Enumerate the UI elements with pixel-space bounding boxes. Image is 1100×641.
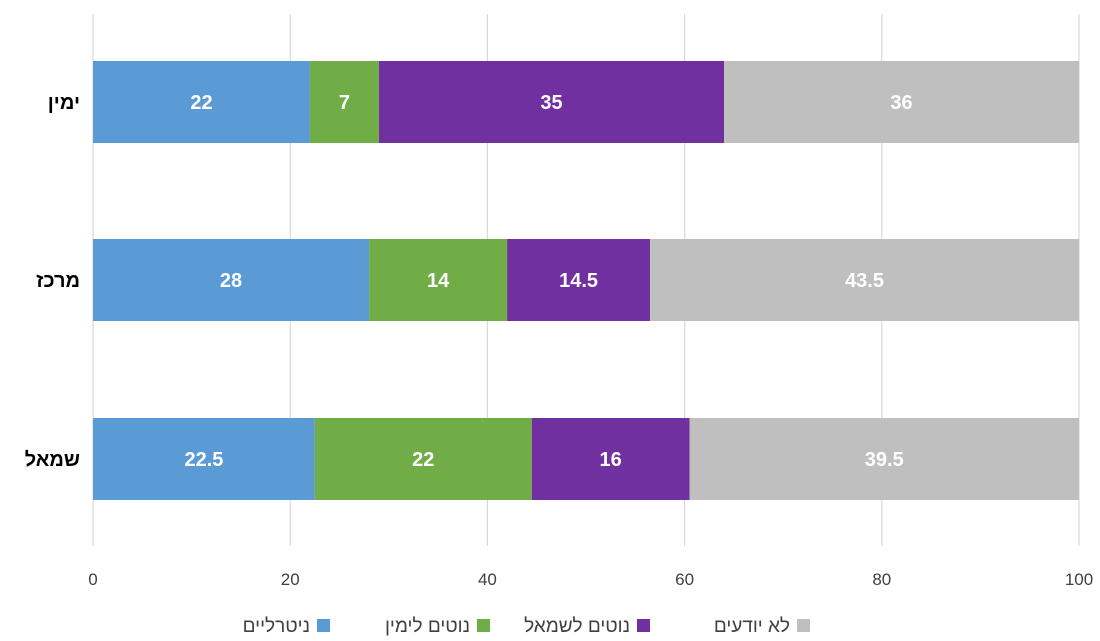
bar-segment xyxy=(93,239,370,321)
bar-segment xyxy=(378,61,725,143)
data-label: 39.5 xyxy=(865,449,904,471)
bar-segment xyxy=(309,61,379,143)
data-label: 22 xyxy=(190,92,212,114)
legend-label: ניטרליים xyxy=(243,616,310,637)
data-label: 28 xyxy=(220,270,242,292)
bar-segment xyxy=(650,239,1079,321)
x-tick-label: 20 xyxy=(281,570,300,589)
data-label: 22.5 xyxy=(184,449,223,471)
bar-segment xyxy=(724,61,1079,143)
bar-segment xyxy=(531,418,690,500)
data-label: 7 xyxy=(339,92,350,114)
legend-swatch xyxy=(317,619,330,632)
x-tick-label: 40 xyxy=(478,570,497,589)
category-label: ימין xyxy=(48,92,80,114)
bar-segment xyxy=(93,61,310,143)
legend-label: נוטים לשמאל xyxy=(524,616,630,637)
x-tick-label: 0 xyxy=(88,570,97,589)
data-label: 35 xyxy=(540,92,562,114)
legend-label: נוטים לימין xyxy=(385,616,470,637)
x-tick-label: 100 xyxy=(1065,570,1093,589)
category-labels: ימין מרכז שמאל xyxy=(25,92,80,471)
bars: 22 7 35 36 28 14 14.5 43.5 22.5 22 16 39.5 xyxy=(93,61,1079,500)
data-label: 16 xyxy=(600,449,622,471)
data-label: 43.5 xyxy=(845,270,884,292)
category-label: שמאל xyxy=(25,449,80,471)
legend-swatch xyxy=(477,619,490,632)
x-tick-label: 80 xyxy=(872,570,891,589)
bar-segment xyxy=(689,418,1079,500)
data-label: 36 xyxy=(890,92,912,114)
bar-segment xyxy=(507,239,651,321)
bar-segment xyxy=(314,418,532,500)
legend-swatch xyxy=(797,619,810,632)
x-tick-label: 60 xyxy=(675,570,694,589)
bar-segment xyxy=(93,418,315,500)
data-label: 14.5 xyxy=(559,270,598,292)
legend-swatch xyxy=(637,619,650,632)
data-label: 14 xyxy=(427,270,450,292)
legend: ניטרליים נוטים לימין נוטים לשמאל לא יודעים xyxy=(243,616,810,637)
x-axis-ticks: 0 20 40 60 80 100 xyxy=(88,570,1093,589)
data-label: 22 xyxy=(412,449,434,471)
legend-label: לא יודעים xyxy=(714,616,790,637)
category-label: מרכז xyxy=(36,270,80,292)
bar-segment xyxy=(369,239,508,321)
